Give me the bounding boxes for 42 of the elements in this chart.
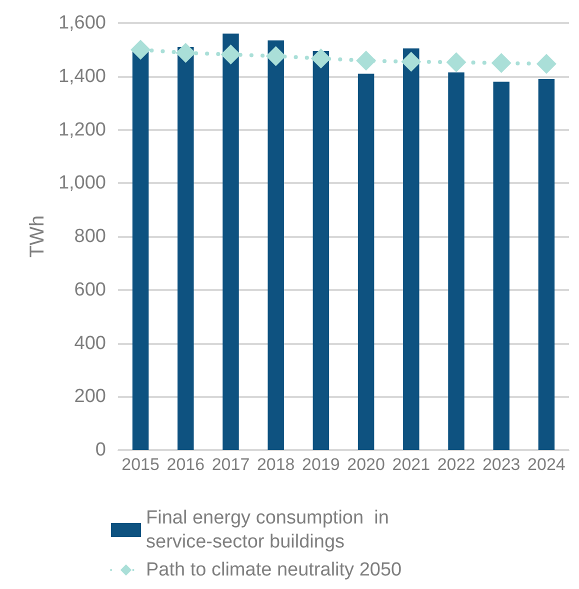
x-tick-label: 2024 — [528, 455, 566, 474]
bar — [448, 72, 464, 450]
y-tick-label: 0 — [95, 440, 106, 460]
legend-label: Final energy consumption in service-sector buildings — [146, 508, 394, 552]
bar — [222, 34, 239, 450]
x-tick-label: 2019 — [302, 455, 340, 474]
y-tick-label: 1,000 — [58, 172, 106, 194]
point — [446, 52, 466, 72]
bar — [178, 47, 194, 450]
bar — [403, 48, 420, 450]
y-tick-label: 400 — [74, 332, 106, 354]
y-axis-title: TWh — [26, 215, 49, 258]
bar — [358, 74, 374, 450]
point — [266, 46, 286, 66]
bar — [268, 40, 284, 450]
y-tick-label: 1,600 — [58, 12, 106, 34]
point — [491, 53, 512, 74]
x-tick-label: 2022 — [437, 455, 476, 474]
x-tick-label: 2021 — [392, 455, 430, 474]
point — [220, 44, 241, 64]
y-tick-label: 1,400 — [58, 66, 106, 87]
legend-label: Path to climate neutrality 2050 — [146, 560, 402, 580]
point — [176, 42, 196, 63]
bar — [132, 50, 149, 450]
bar — [493, 82, 510, 450]
x-tick-label: 2018 — [256, 455, 295, 474]
x-tick-label: 2020 — [347, 455, 385, 474]
bar — [312, 51, 330, 450]
x-tick-label: 2017 — [212, 455, 250, 474]
point — [130, 40, 151, 60]
x-tick-label: 2023 — [482, 455, 520, 474]
y-tick-label: 800 — [74, 226, 106, 247]
x-tick-label: 2016 — [166, 455, 205, 474]
y-tick-label: 200 — [74, 386, 106, 408]
x-tick-label: 2015 — [122, 455, 160, 474]
point — [310, 48, 331, 68]
point — [356, 50, 376, 71]
y-tick-label: 1,200 — [58, 119, 106, 140]
y-tick-label: 600 — [74, 279, 106, 300]
bar — [538, 79, 555, 450]
point — [401, 52, 422, 72]
point — [536, 54, 556, 74]
